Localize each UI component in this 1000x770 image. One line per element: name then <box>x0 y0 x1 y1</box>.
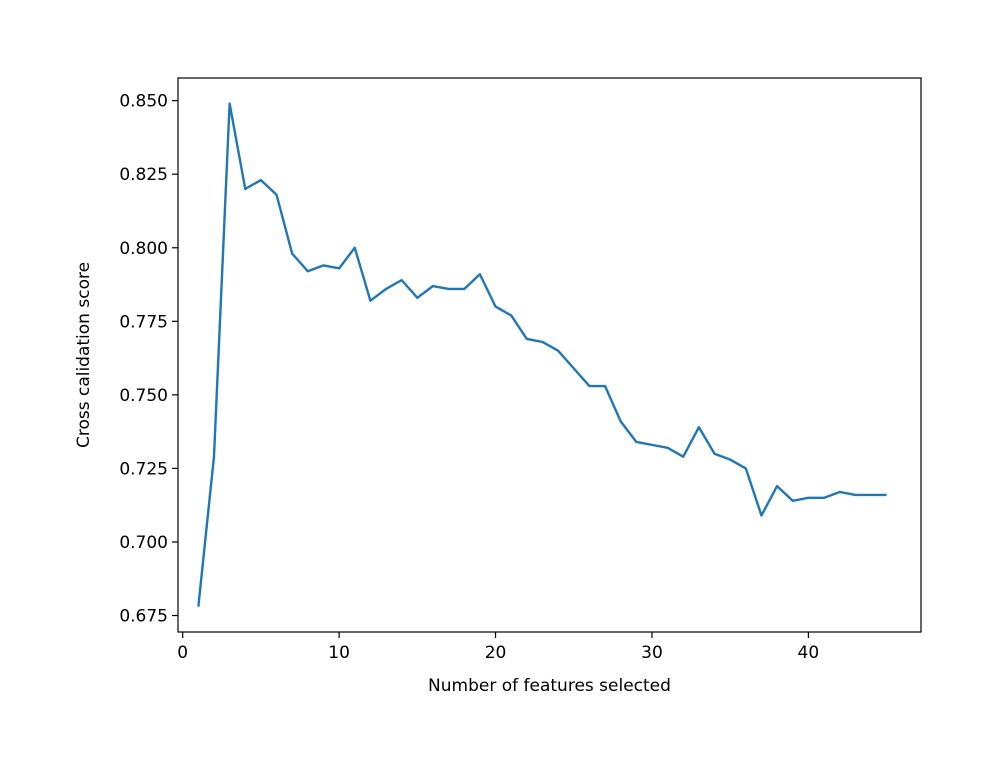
x-tick-label: 0 <box>177 643 188 663</box>
y-tick-label: 0.700 <box>119 533 168 553</box>
y-tick-label: 0.750 <box>119 386 168 406</box>
x-tick-label: 10 <box>328 643 350 663</box>
x-tick-label: 40 <box>798 643 820 663</box>
x-axis-ticks: 0 10 20 30 40 <box>177 632 819 663</box>
y-tick-label: 0.675 <box>119 607 168 627</box>
y-tick-label: 0.800 <box>119 239 168 259</box>
x-tick-label: 30 <box>641 643 663 663</box>
series-line <box>197 102 887 607</box>
y-tick-label: 0.775 <box>119 312 168 332</box>
plot-layer <box>197 102 887 607</box>
y-tick-label: 0.825 <box>119 165 168 185</box>
x-tick-label: 20 <box>485 643 507 663</box>
y-axis-ticks: 0.675 0.700 0.725 0.750 0.775 0.800 0.825 0.850 <box>119 92 178 627</box>
y-tick-label: 0.725 <box>119 459 168 479</box>
y-tick-label: 0.850 <box>119 92 168 112</box>
y-axis-label: Cross calidation score <box>74 262 94 448</box>
x-axis-label: Number of features selected <box>428 676 671 696</box>
plot-frame <box>177 77 922 633</box>
